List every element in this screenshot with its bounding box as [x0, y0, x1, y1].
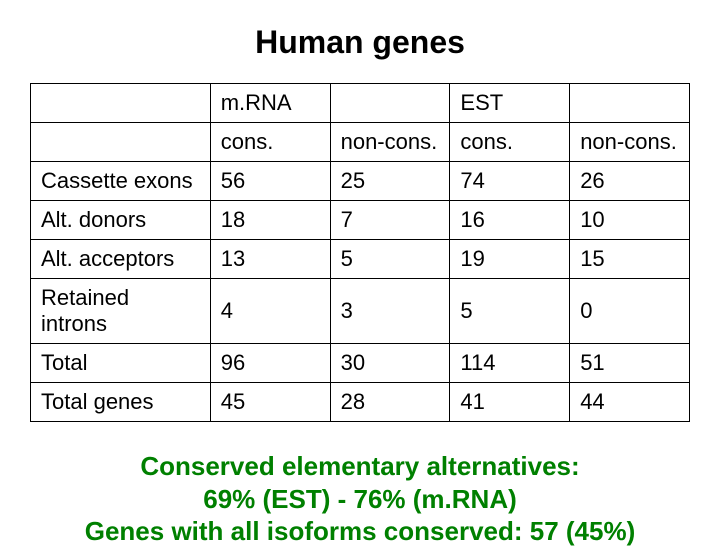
table-header-row-2: cons. non-cons. cons. non-cons.: [31, 123, 690, 162]
cell: 15: [570, 240, 690, 279]
header-mrna: m.RNA: [210, 84, 330, 123]
cell: 51: [570, 344, 690, 383]
cell: 30: [330, 344, 450, 383]
header-cons: cons.: [210, 123, 330, 162]
cell: 3: [330, 279, 450, 344]
footer-line: 69% (EST) - 76% (m.RNA): [30, 483, 690, 516]
header-est: EST: [450, 84, 570, 123]
footer-line: Conserved elementary alternatives:: [30, 450, 690, 483]
footer-text: Conserved elementary alternatives: 69% (…: [30, 450, 690, 548]
cell: 19: [450, 240, 570, 279]
row-label: Alt. donors: [31, 201, 211, 240]
cell: 44: [570, 383, 690, 422]
cell: 4: [210, 279, 330, 344]
header-cons: cons.: [450, 123, 570, 162]
cell: 10: [570, 201, 690, 240]
footer-line: Genes with all isoforms conserved: 57 (4…: [30, 515, 690, 548]
cell: 5: [330, 240, 450, 279]
slide: Human genes m.RNA EST cons. non-cons. co…: [0, 0, 720, 540]
header-blank: [31, 123, 211, 162]
cell: 114: [450, 344, 570, 383]
cell: 13: [210, 240, 330, 279]
slide-title: Human genes: [30, 24, 690, 61]
cell: 16: [450, 201, 570, 240]
cell: 7: [330, 201, 450, 240]
table-row: Cassette exons 56 25 74 26: [31, 162, 690, 201]
table-row: Total 96 30 114 51: [31, 344, 690, 383]
row-label: Total genes: [31, 383, 211, 422]
row-label: Alt. acceptors: [31, 240, 211, 279]
cell: 96: [210, 344, 330, 383]
table-row: Total genes 45 28 41 44: [31, 383, 690, 422]
cell: 45: [210, 383, 330, 422]
header-blank: [31, 84, 211, 123]
cell: 28: [330, 383, 450, 422]
cell: 26: [570, 162, 690, 201]
table-row: Alt. donors 18 7 16 10: [31, 201, 690, 240]
cell: 41: [450, 383, 570, 422]
table-row: Retained introns 4 3 5 0: [31, 279, 690, 344]
cell: 74: [450, 162, 570, 201]
header-noncons: non-cons.: [570, 123, 690, 162]
cell: 0: [570, 279, 690, 344]
cell: 18: [210, 201, 330, 240]
cell: 56: [210, 162, 330, 201]
header-noncons: non-cons.: [330, 123, 450, 162]
header-blank: [570, 84, 690, 123]
cell: 5: [450, 279, 570, 344]
row-label: Retained introns: [31, 279, 211, 344]
table-row: Alt. acceptors 13 5 19 15: [31, 240, 690, 279]
row-label: Total: [31, 344, 211, 383]
cell: 25: [330, 162, 450, 201]
data-table: m.RNA EST cons. non-cons. cons. non-cons…: [30, 83, 690, 422]
header-blank: [330, 84, 450, 123]
row-label: Cassette exons: [31, 162, 211, 201]
table-header-row-1: m.RNA EST: [31, 84, 690, 123]
